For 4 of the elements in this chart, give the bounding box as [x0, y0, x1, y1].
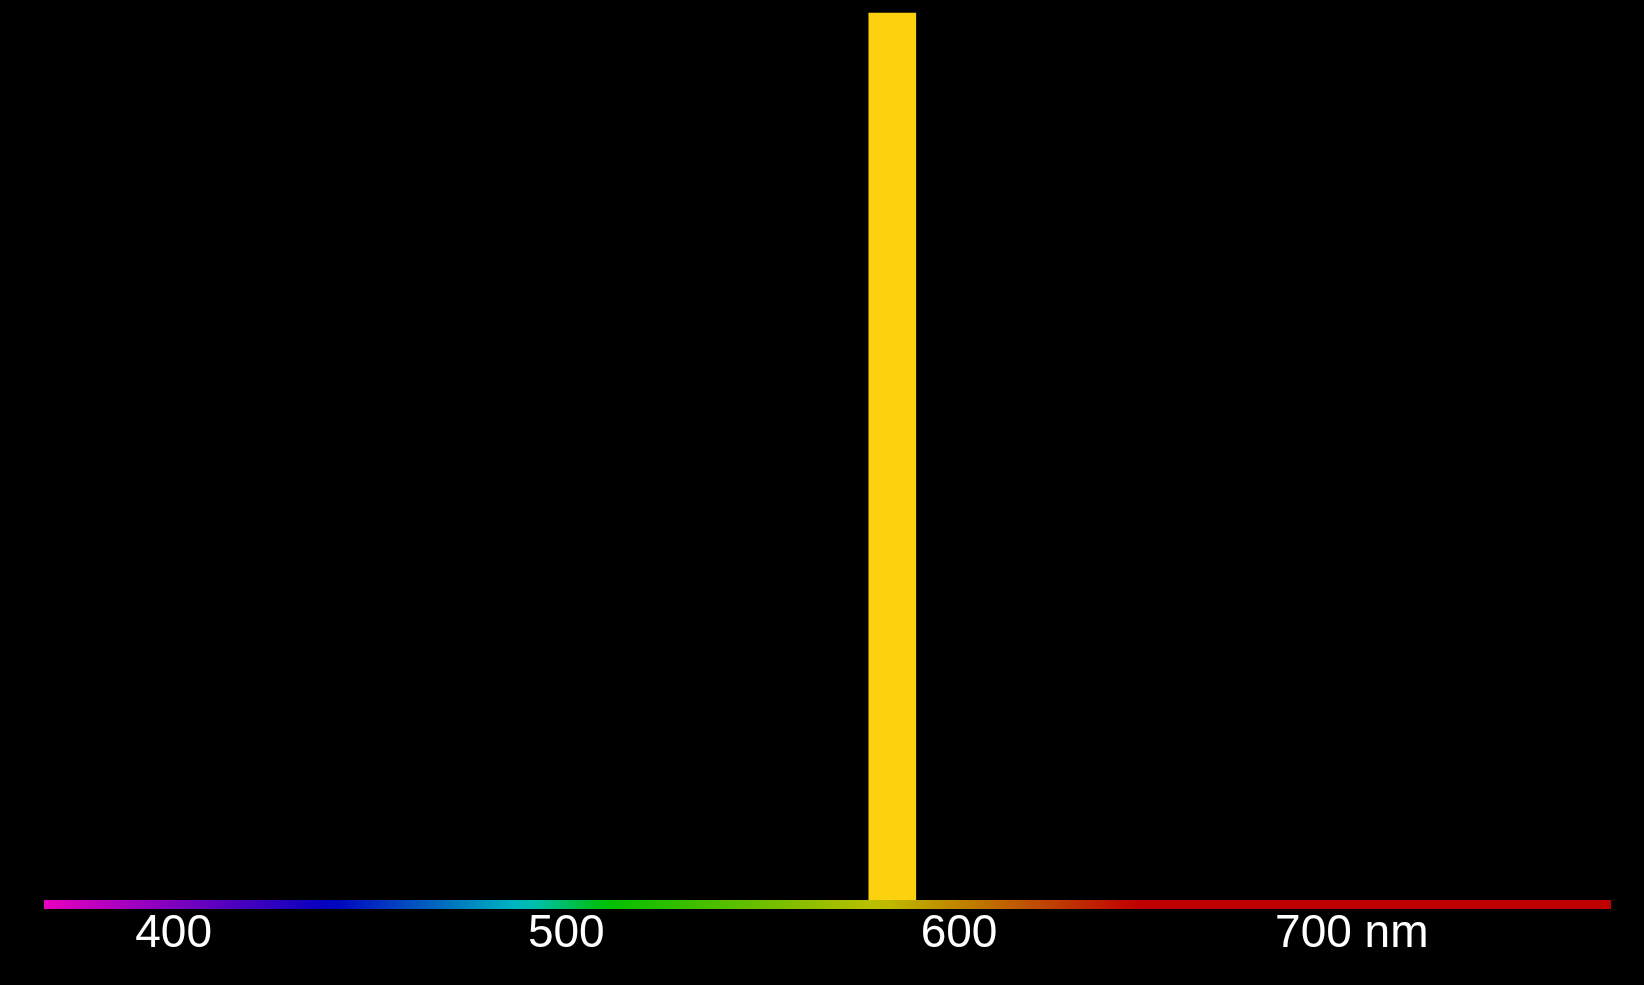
- x-tick-label: 500: [527, 905, 605, 958]
- x-tick-label: 600: [920, 905, 998, 958]
- x-tick-label: 700 nm: [1275, 905, 1429, 958]
- x-tick-label: 400: [135, 905, 212, 958]
